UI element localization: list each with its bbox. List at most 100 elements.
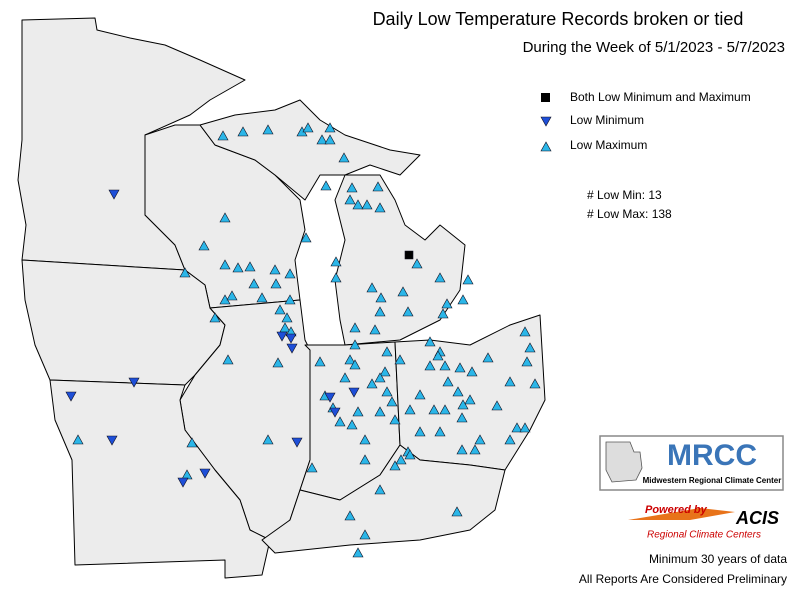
low-max-marker bbox=[72, 434, 84, 445]
low-max-marker bbox=[374, 202, 386, 213]
low-max-marker bbox=[352, 406, 364, 417]
low-max-marker bbox=[300, 232, 312, 243]
low-max-marker bbox=[491, 400, 503, 411]
low-max-marker bbox=[519, 326, 531, 337]
logo-acis-full: Regional Climate Centers bbox=[647, 530, 761, 541]
low-max-marker bbox=[504, 376, 516, 387]
note: All Reports Are Considered Preliminary bbox=[579, 572, 787, 586]
logo-powered: Powered by bbox=[645, 504, 708, 516]
low-min-marker bbox=[291, 437, 303, 448]
low-max-marker bbox=[404, 404, 416, 415]
low-max-marker bbox=[381, 346, 393, 357]
note: Minimum 30 years of data bbox=[649, 552, 787, 566]
mrcc-logo: MRCC Midwestern Regional Climate Center bbox=[599, 435, 784, 491]
state-mn bbox=[17, 17, 246, 271]
low-max-marker bbox=[338, 152, 350, 163]
low-max-marker bbox=[389, 460, 401, 471]
logo-swoosh bbox=[628, 508, 735, 520]
low-max-marker bbox=[456, 444, 468, 455]
low-max-marker bbox=[217, 130, 229, 141]
low-max-marker bbox=[386, 396, 398, 407]
low-max-marker bbox=[437, 308, 449, 319]
low-max-marker bbox=[462, 274, 474, 285]
low-max-marker bbox=[434, 272, 446, 283]
title: Daily Low Temperature Records broken or … bbox=[373, 9, 744, 29]
low-max-marker bbox=[389, 414, 401, 425]
low-max-marker bbox=[434, 426, 446, 437]
low-max-marker bbox=[359, 454, 371, 465]
low-min-marker bbox=[128, 377, 140, 388]
low-max-marker bbox=[441, 298, 453, 309]
low-max-marker bbox=[219, 212, 231, 223]
low-max-marker bbox=[346, 182, 358, 193]
low-max-marker bbox=[306, 462, 318, 473]
low-max-marker bbox=[424, 336, 436, 347]
low-max-marker bbox=[262, 124, 274, 135]
low-max-marker bbox=[372, 181, 384, 192]
low-max-marker bbox=[186, 437, 198, 448]
low-max-marker bbox=[198, 240, 210, 251]
low-max-marker bbox=[432, 350, 444, 361]
low-max-marker bbox=[369, 324, 381, 335]
low-max-marker bbox=[442, 376, 454, 387]
low-max-marker bbox=[344, 510, 356, 521]
logo-acis: ACIS bbox=[735, 508, 779, 528]
low-max-marker bbox=[395, 454, 407, 465]
low-max-marker bbox=[352, 199, 364, 210]
state-ia bbox=[21, 259, 226, 386]
low-min-marker bbox=[329, 407, 341, 418]
both-marker bbox=[404, 250, 414, 260]
low-min-marker bbox=[106, 435, 118, 446]
low-max-marker bbox=[439, 360, 451, 371]
low-max-marker bbox=[402, 306, 414, 317]
low-max-marker bbox=[330, 256, 342, 267]
low-max-marker bbox=[519, 422, 531, 433]
low-max-marker bbox=[404, 449, 416, 460]
low-min-marker bbox=[199, 468, 211, 479]
low-max-marker bbox=[324, 122, 336, 133]
low-max-marker bbox=[349, 322, 361, 333]
low-max-marker bbox=[349, 359, 361, 370]
legend-label: Both Low Minimum and Maximum bbox=[570, 90, 751, 104]
low-max-marker bbox=[344, 194, 356, 205]
low-max-marker bbox=[452, 386, 464, 397]
low-max-marker bbox=[316, 134, 328, 145]
low-max-marker bbox=[219, 259, 231, 270]
low-max-marker bbox=[222, 354, 234, 365]
low-max-marker bbox=[411, 258, 423, 269]
low-max-marker bbox=[524, 342, 536, 353]
low-max-marker bbox=[457, 399, 469, 410]
legend-label: Low Maximum bbox=[570, 138, 647, 152]
low-min-marker bbox=[324, 392, 336, 403]
low-max-marker bbox=[439, 404, 451, 415]
low-min-marker bbox=[177, 477, 189, 488]
low-max-marker bbox=[366, 282, 378, 293]
low-max-marker bbox=[424, 360, 436, 371]
low-max-marker bbox=[281, 312, 293, 323]
low-max-marker bbox=[284, 268, 296, 279]
low-max-marker bbox=[374, 406, 386, 417]
low-max-marker bbox=[474, 434, 486, 445]
low-max-marker bbox=[359, 434, 371, 445]
low-max-marker bbox=[366, 378, 378, 389]
low-max-marker bbox=[256, 292, 268, 303]
subtitle: During the Week of 5/1/2023 - 5/7/2023 bbox=[523, 39, 785, 56]
low-max-marker bbox=[232, 262, 244, 273]
legend-down-triangle bbox=[540, 116, 552, 127]
low-max-marker bbox=[314, 356, 326, 367]
low-min-marker bbox=[286, 343, 298, 354]
low-max-marker bbox=[482, 352, 494, 363]
legend-up-triangle bbox=[540, 141, 552, 152]
low-max-marker bbox=[179, 267, 191, 278]
low-max-marker bbox=[284, 294, 296, 305]
low-max-marker bbox=[504, 434, 516, 445]
low-max-marker bbox=[466, 366, 478, 377]
logo-name: MRCC bbox=[667, 439, 757, 472]
low-min-marker bbox=[108, 189, 120, 200]
low-max-marker bbox=[272, 357, 284, 368]
low-max-marker bbox=[352, 547, 364, 558]
low-max-marker bbox=[454, 362, 466, 373]
low-max-marker bbox=[209, 312, 221, 323]
stat: # Low Min: 13 bbox=[587, 188, 662, 202]
low-max-marker bbox=[379, 366, 391, 377]
